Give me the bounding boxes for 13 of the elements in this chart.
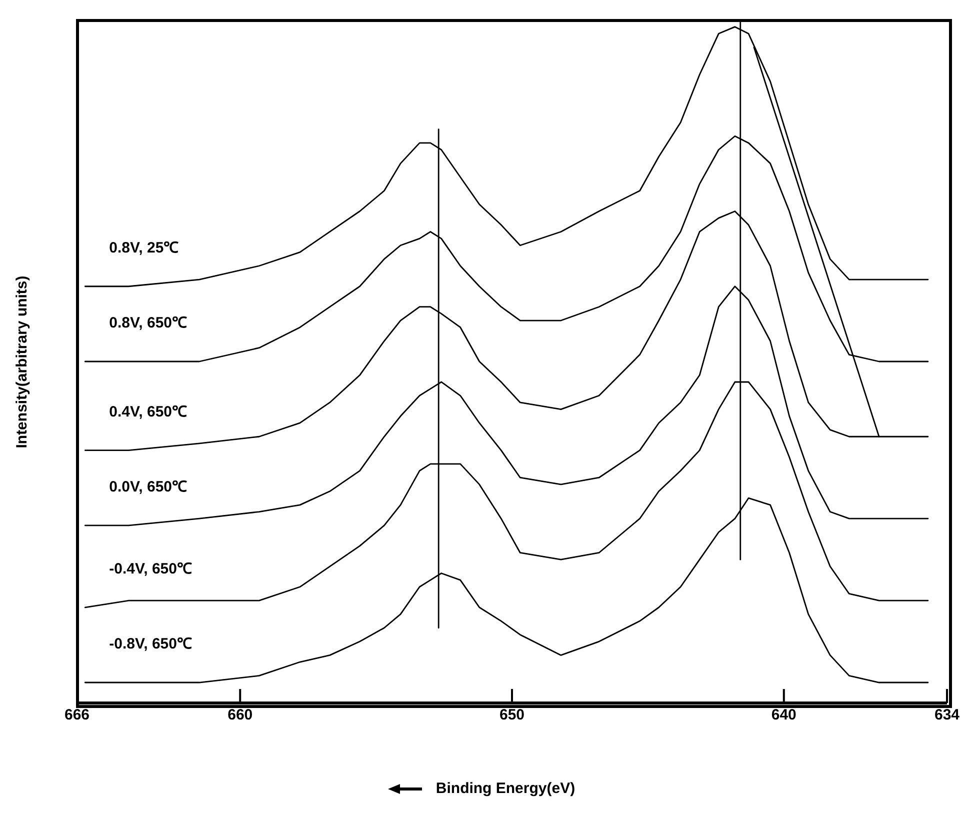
x-tick-label: 660 xyxy=(228,706,253,724)
y-axis-title: Intensity(arbitrary units) xyxy=(14,275,30,448)
series-label: 0.0V, 650℃ xyxy=(109,478,187,496)
x-tick-label: 666 xyxy=(64,706,90,724)
series-label: -0.8V, 650℃ xyxy=(109,636,192,653)
series-label: 0.8V, 25℃ xyxy=(109,239,179,256)
x-axis-title: Binding Energy(eV) xyxy=(436,780,576,797)
series-label: 0.8V, 650℃ xyxy=(109,314,187,332)
x-tick-label: 634 xyxy=(934,706,960,724)
series-label: 0.4V, 650℃ xyxy=(109,403,187,420)
series-label: -0.4V, 650℃ xyxy=(109,560,192,578)
x-tick-label: 650 xyxy=(499,706,525,724)
x-tick-label: 640 xyxy=(771,706,796,724)
